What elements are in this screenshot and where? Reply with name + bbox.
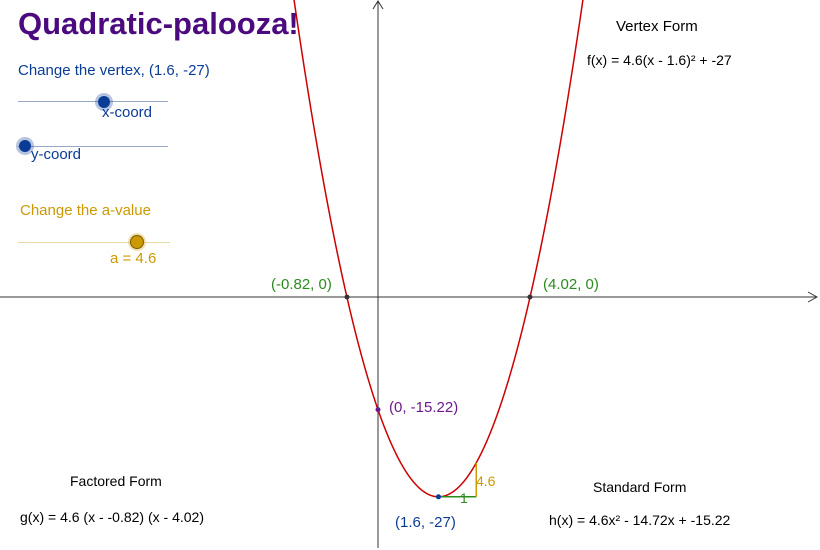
- slope-triangle: [438, 462, 478, 498]
- y-coord-slider-track[interactable]: [18, 146, 168, 147]
- x-coord-slider-track[interactable]: [18, 101, 168, 102]
- root-right-label: (4.02, 0): [543, 276, 599, 293]
- a-slider-heading: Change the a-value: [20, 202, 151, 219]
- standard-form-heading: Standard Form: [593, 479, 687, 495]
- root-left-label: (-0.82, 0): [271, 276, 332, 293]
- vertex-form-heading: Vertex Form: [616, 18, 698, 35]
- root-right-point[interactable]: [527, 294, 533, 300]
- standard-form-equation: h(x) = 4.6x² - 14.72x + -15.22: [549, 512, 731, 528]
- vertex-form-equation: f(x) = 4.6(x - 1.6)² + -27: [587, 52, 732, 68]
- a-value-label: a = 4.6: [110, 250, 157, 267]
- slope-run-label: 1: [460, 490, 468, 506]
- y-coord-slider-knob[interactable]: [19, 140, 31, 152]
- y-axis: [372, 0, 384, 548]
- factored-form-equation: g(x) = 4.6 (x - -0.82) (x - 4.02): [20, 509, 204, 525]
- vertex-label: (1.6, -27): [395, 514, 456, 531]
- y-intercept-label: (0, -15.22): [389, 399, 459, 416]
- x-coord-slider-knob[interactable]: [98, 96, 110, 108]
- x-coord-slider-label: x-coord: [102, 104, 153, 121]
- a-slider-knob[interactable]: [131, 236, 143, 248]
- vertex-point[interactable]: [435, 494, 441, 500]
- root-left-point[interactable]: [344, 294, 350, 300]
- parabola-curve[interactable]: [293, 0, 584, 498]
- y-coord-slider-label: y-coord: [31, 146, 82, 163]
- vertex-slider-heading: Change the vertex, (1.6, -27): [18, 62, 210, 79]
- factored-form-heading: Factored Form: [70, 473, 162, 489]
- y-intercept-point[interactable]: [375, 407, 381, 413]
- x-axis: [0, 291, 819, 303]
- page-title: Quadratic-palooza!: [18, 6, 299, 41]
- a-slider-track[interactable]: [18, 242, 170, 243]
- slope-rise-label: 4.6: [476, 473, 496, 489]
